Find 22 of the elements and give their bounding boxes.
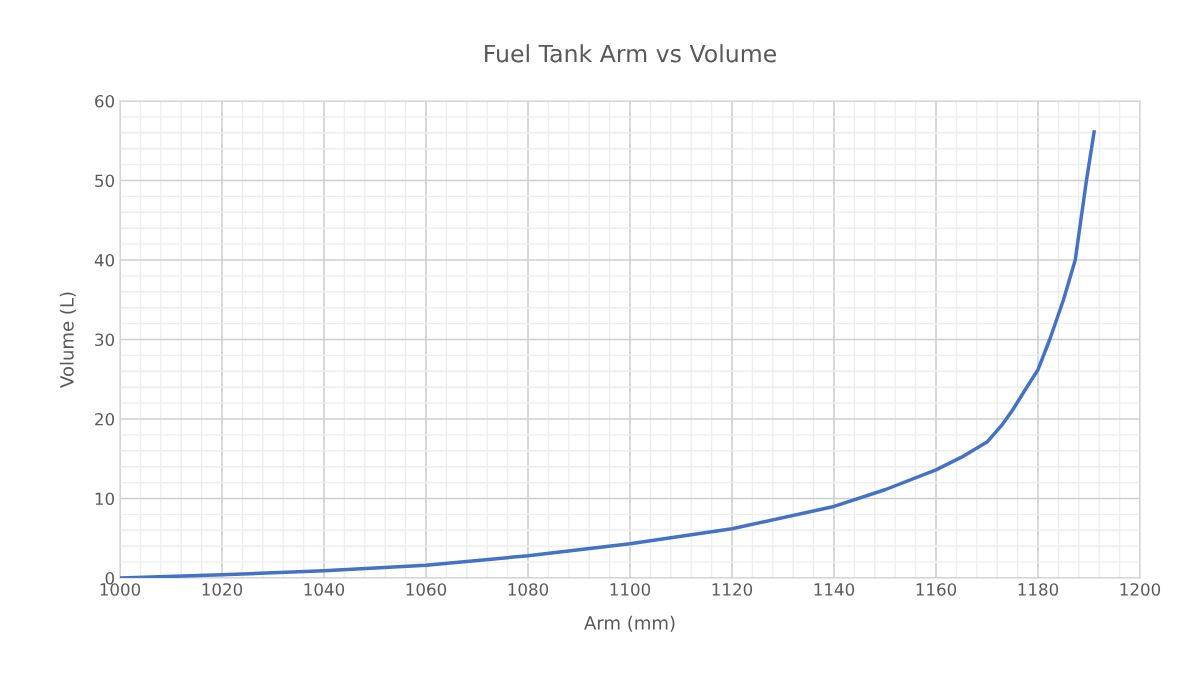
chart-title: Fuel Tank Arm vs Volume [485, 44, 777, 63]
line-series [120, 130, 1096, 578]
x-tick-label: 1020 [202, 583, 243, 596]
x-tick-label: 1080 [508, 583, 549, 596]
x-tick-label: 1100 [610, 583, 651, 596]
y-tick-label: 40 [94, 253, 115, 267]
y-tick-label: 10 [95, 492, 115, 506]
x-axis-title: Arm (mm) [584, 615, 675, 632]
y-tick-label: 0 [105, 571, 115, 585]
y-tick-label: 30 [95, 333, 115, 347]
x-tick-label: 1200 [1120, 583, 1161, 596]
x-tick-label: 1040 [304, 583, 345, 596]
y-axis-title: Volume (L) [59, 292, 76, 388]
y-tick-label: 50 [95, 174, 115, 188]
x-tick-label: 1060 [406, 583, 447, 596]
x-tick-label: 1160 [916, 583, 957, 596]
x-tick-label: 1180 [1018, 583, 1059, 596]
x-tick-label: 1000 [100, 583, 141, 596]
y-tick-label: 60 [95, 94, 115, 108]
x-tick-label: 1140 [814, 583, 855, 596]
x-tick-label: 1120 [712, 583, 753, 596]
y-tick-label: 20 [95, 412, 115, 426]
